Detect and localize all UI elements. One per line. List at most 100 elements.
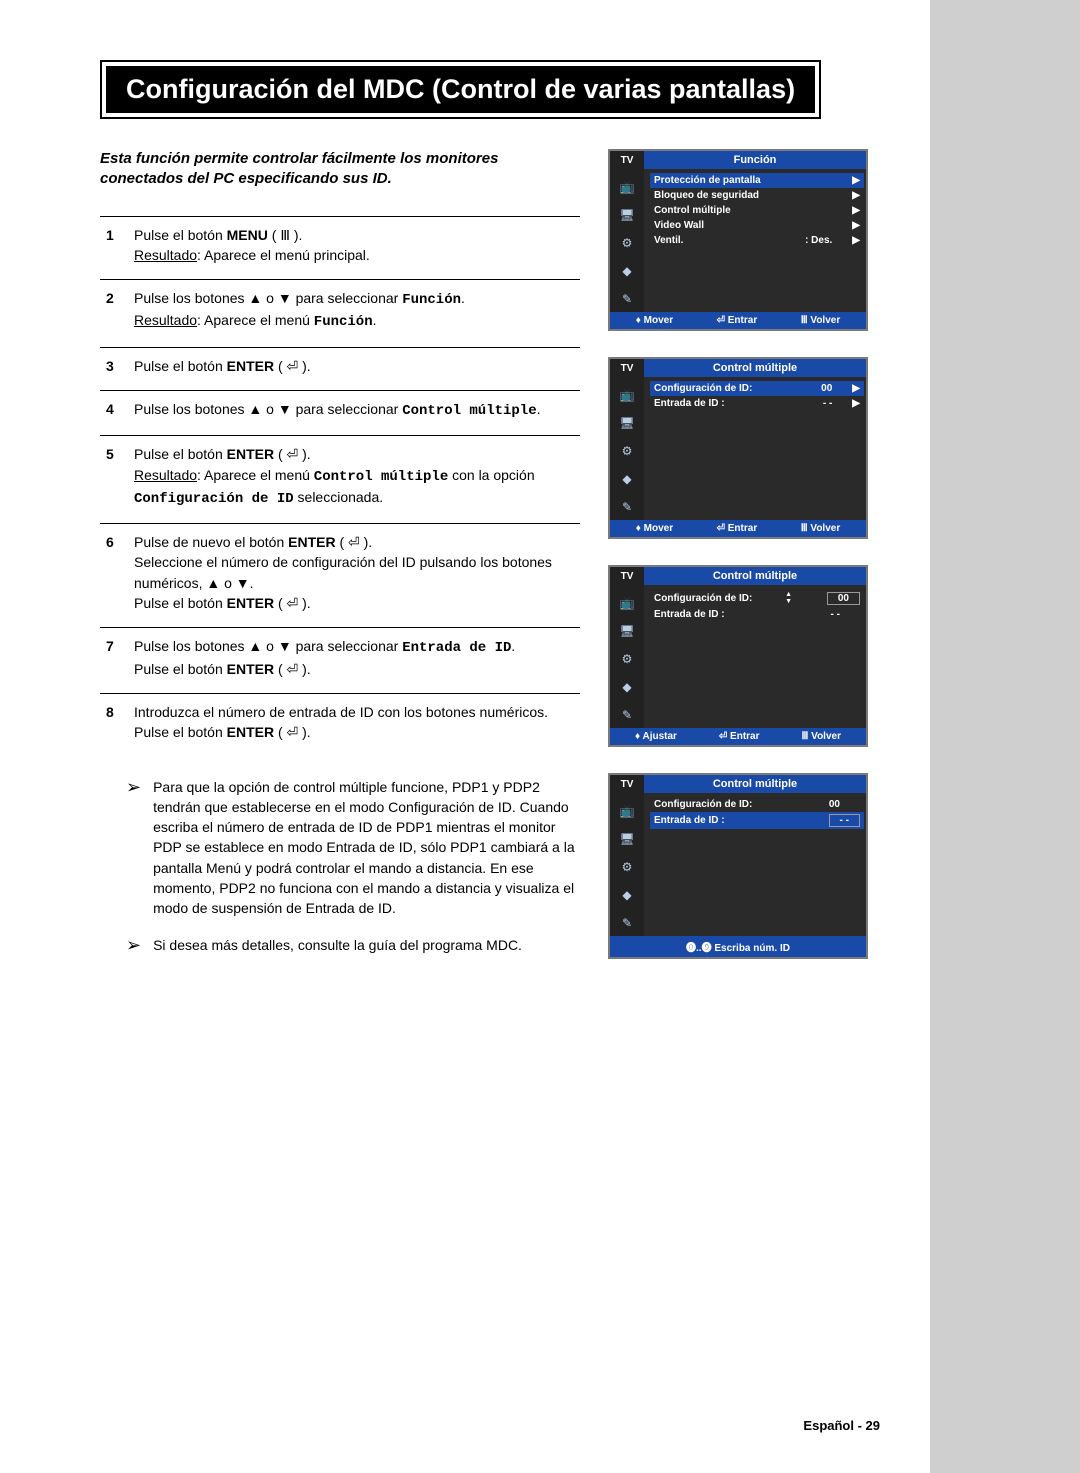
tv-side-icon: ◆ [618, 262, 636, 280]
tv-item-label: Entrada de ID : [654, 815, 725, 826]
tv-item-value: - - [823, 398, 832, 409]
tv-menu-item[interactable]: Ventil.: Des.▶ [654, 233, 860, 248]
tv-item-label: Entrada de ID : [654, 398, 725, 409]
chevron-right-icon: ▶ [852, 190, 860, 201]
tv-side-icon: ◆ [618, 470, 636, 488]
step-number: 8 [100, 693, 128, 756]
tv-menu-item[interactable]: Protección de pantalla ▶ [650, 173, 864, 188]
page-title: Configuración del MDC (Control de varias… [106, 66, 815, 113]
tv-menu-title: Función [644, 151, 866, 169]
tv-menu-list: Configuración de ID: ▲▼ 00 Entrada de ID :-… [644, 585, 866, 630]
note-arrow-icon: ➢ [100, 935, 141, 957]
step-number: 2 [100, 280, 128, 348]
tv-footer-hint: ♦ Mover [636, 523, 673, 534]
tv-side-label: TV [621, 155, 634, 166]
tv-footer-hint: ⏎ Entrar [717, 523, 758, 534]
tv-item-box: 00 [827, 592, 860, 605]
instructions-column: Esta función permite controlar fácilment… [100, 149, 580, 972]
title-frame: Configuración del MDC (Control de varias… [100, 60, 821, 119]
step-text: Pulse el botón MENU ( Ⅲ ).Resultado: Apa… [128, 216, 580, 280]
note-text: Si desea más detalles, consulte la guía … [153, 935, 522, 957]
tv-item-value: : Des. [805, 235, 832, 246]
tv-item-value: 00 [821, 383, 832, 394]
tv-menu: TV📺🖥⚙◆✎Control múltipleConfiguración de … [608, 773, 868, 959]
tv-menu-item[interactable]: Configuración de ID: ▲▼ 00 [654, 589, 860, 607]
note-text: Para que la opción de control múltiple f… [153, 777, 580, 919]
step-number: 1 [100, 216, 128, 280]
chevron-right-icon: ▶ [852, 383, 860, 394]
step-number: 5 [100, 436, 128, 524]
step-number: 7 [100, 628, 128, 694]
tv-item-label: Bloqueo de seguridad [654, 190, 759, 201]
tv-side-icon: ◆ [618, 886, 636, 904]
tv-menu-item[interactable]: Entrada de ID :- -▶ [654, 396, 860, 411]
tv-footer-hint: ♦ Mover [636, 315, 673, 326]
chevron-right-icon: ▶ [852, 175, 860, 186]
tv-side-icon: ⚙ [618, 650, 636, 668]
tv-item-label: Configuración de ID: [654, 593, 752, 604]
intro-text: Esta función permite controlar fácilment… [100, 149, 580, 190]
note-row: ➢ Si desea más detalles, consulte la guía… [100, 935, 580, 957]
tv-menu-item[interactable]: Entrada de ID :- - [654, 607, 860, 622]
chevron-right-icon: ▶ [852, 205, 860, 216]
tv-side-icon: ⚙ [618, 858, 636, 876]
chevron-right-icon: ▶ [852, 220, 860, 231]
tv-side-icon: ◆ [618, 678, 636, 696]
screenshots-column: TV📺🖥⚙◆✎FunciónProtección de pantalla▶Blo… [608, 149, 878, 972]
step-number: 3 [100, 347, 128, 390]
step-text: Introduzca el número de entrada de ID co… [128, 693, 580, 756]
tv-side-label: TV [621, 363, 634, 374]
tv-footer-hint: ⏎ Entrar [719, 731, 760, 742]
tv-side-icon: ✎ [618, 706, 636, 724]
tv-menu-title: Control múltiple [644, 567, 866, 585]
tv-side-icon: 📺 [618, 386, 636, 404]
tv-footer: ♦ Ajustar⏎ EntrarⅢ Volver [610, 728, 866, 745]
tv-menu: TV📺🖥⚙◆✎Control múltipleConfiguración de … [608, 565, 868, 747]
tv-menu-item[interactable]: Configuración de ID: 00 [654, 797, 860, 812]
tv-side-icon: 🖥 [618, 414, 636, 432]
tv-side-icon: 🖥 [618, 622, 636, 640]
chevron-right-icon: ▶ [852, 235, 860, 246]
tv-footer: ♦ Mover⏎ EntrarⅢ Volver [610, 312, 866, 329]
step-text: Pulse los botones ▲ o ▼ para seleccionar… [128, 628, 580, 694]
tv-footer-hint: ⏎ Entrar [717, 315, 758, 326]
tv-menu-item[interactable]: Entrada de ID : - - [650, 812, 864, 829]
tv-menu-item[interactable]: Control múltiple ▶ [654, 203, 860, 218]
tv-side-icon: ✎ [618, 290, 636, 308]
note-arrow-icon: ➢ [100, 777, 141, 919]
tv-sidebar: TV📺🖥⚙◆✎ [610, 151, 644, 312]
tv-item-box: - - [829, 814, 860, 827]
step-text: Pulse el botón ENTER ( ⏎ ). [128, 347, 580, 390]
tv-menu-item[interactable]: Video Wall ▶ [654, 218, 860, 233]
tv-footer-hint: ⓿..❾ Escriba núm. ID [686, 939, 790, 954]
step-text: Pulse el botón ENTER ( ⏎ ).Resultado: Ap… [128, 436, 580, 524]
tv-sidebar: TV📺🖥⚙◆✎ [610, 775, 644, 936]
tv-sidebar: TV📺🖥⚙◆✎ [610, 567, 644, 728]
step-text: Pulse los botones ▲ o ▼ para seleccionar… [128, 390, 580, 435]
tv-item-label: Control múltiple [654, 205, 731, 216]
tv-item-label: Video Wall [654, 220, 704, 231]
tv-side-label: TV [621, 571, 634, 582]
tv-item-value: 00 [829, 799, 840, 810]
tv-side-icon: ✎ [618, 498, 636, 516]
tv-side-icon: ✎ [618, 914, 636, 932]
tv-footer-hint: Ⅲ Volver [801, 731, 841, 742]
tv-menu: TV📺🖥⚙◆✎Control múltipleConfiguración de … [608, 357, 868, 539]
tv-side-icon: ⚙ [618, 442, 636, 460]
tv-item-label: Configuración de ID: [654, 799, 752, 810]
spinner-icon: ▲▼ [785, 591, 792, 605]
tv-footer-hint: Ⅲ Volver [801, 523, 841, 534]
note-row: ➢Para que la opción de control múltiple … [100, 777, 580, 919]
tv-menu-list: Configuración de ID:00▶Entrada de ID :- … [644, 377, 866, 419]
tv-side-icon: 🖥 [618, 830, 636, 848]
notes-block: ➢Para que la opción de control múltiple … [100, 777, 580, 957]
page-number: Español - 29 [803, 1418, 880, 1433]
tv-side-label: TV [621, 779, 634, 790]
tv-menu-list: Protección de pantalla▶Bloqueo de seguri… [644, 169, 866, 256]
tv-menu-item[interactable]: Configuración de ID:00▶ [650, 381, 864, 396]
tv-sidebar: TV 📺 🖥 ⚙ ◆ ✎ [610, 359, 644, 520]
tv-item-label: Entrada de ID : [654, 609, 725, 620]
tv-item-label: Protección de pantalla [654, 175, 761, 186]
step-number: 4 [100, 390, 128, 435]
tv-menu-item[interactable]: Bloqueo de seguridad ▶ [654, 188, 860, 203]
